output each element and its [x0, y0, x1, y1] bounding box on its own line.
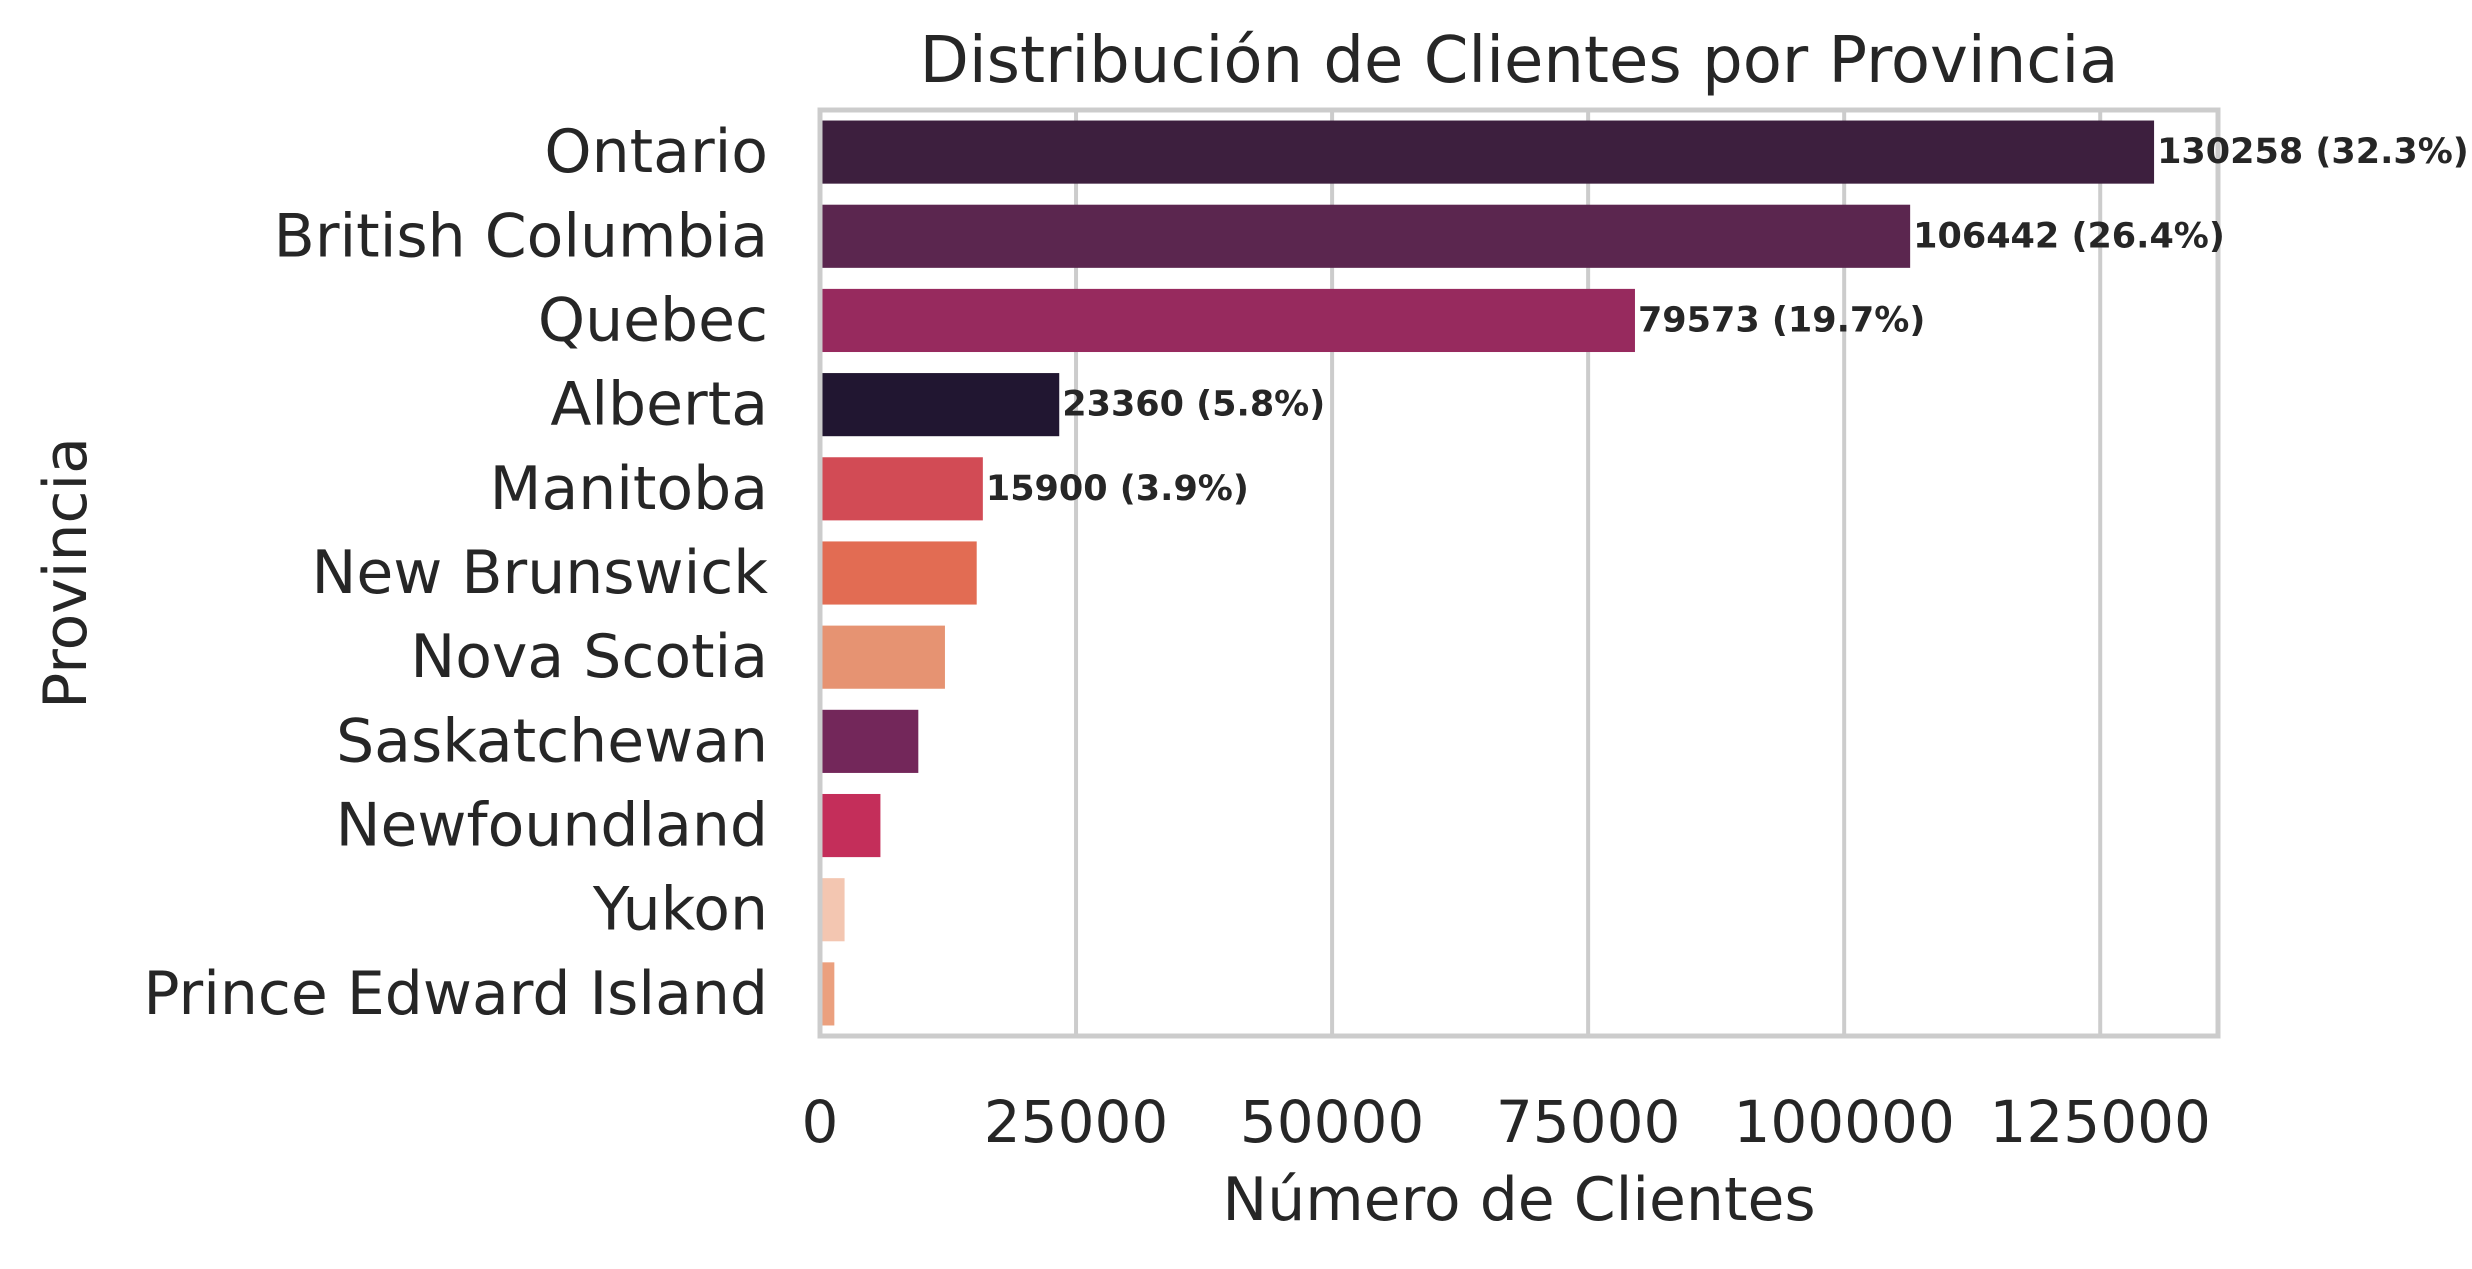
x-tick-label: 75000 — [1496, 1088, 1681, 1156]
bar-british-columbia — [820, 204, 1911, 268]
y-tick-label: Alberta — [550, 370, 768, 440]
y-tick-label: Quebec — [538, 285, 768, 355]
x-tick-labels: 0 25000 50000 75000 100000 125000 — [802, 1088, 2211, 1156]
data-label: 15900 (3.9%) — [986, 469, 1249, 509]
data-labels: 130258 (32.3%) 106442 (26.4%) 79573 (19.7%… — [986, 132, 2469, 509]
data-label: 79573 (19.7%) — [1638, 300, 1925, 340]
y-tick-label: New Brunswick — [311, 538, 768, 608]
x-tick-label: 0 — [802, 1088, 839, 1156]
x-tick-label: 25000 — [984, 1088, 1169, 1156]
bars — [820, 120, 2155, 1026]
bar-alberta — [820, 373, 1060, 437]
x-axis-label: Número de Clientes — [1222, 1165, 1815, 1235]
data-label: 106442 (26.4%) — [1913, 216, 2225, 256]
bar-ontario — [820, 120, 2155, 184]
y-tick-labels: Ontario British Columbia Quebec Alberta Mani… — [143, 117, 768, 1029]
bar-yukon — [820, 878, 845, 942]
y-tick-label: Nova Scotia — [410, 622, 768, 692]
y-tick-label: Manitoba — [490, 454, 768, 524]
y-tick-label: Prince Edward Island — [143, 959, 768, 1029]
bar-new-brunswick — [820, 541, 977, 605]
bar-manitoba — [820, 457, 983, 521]
bar-newfoundland — [820, 793, 881, 858]
y-axis-label: Provincia — [31, 437, 101, 709]
bar-quebec — [820, 288, 1635, 353]
y-tick-label: Yukon — [592, 875, 768, 945]
y-tick-label: British Columbia — [274, 201, 768, 271]
bar-nova-scotia — [820, 625, 945, 689]
chart-title: Distribución de Clientes por Provincia — [920, 24, 2119, 98]
y-tick-label: Saskatchewan — [336, 706, 768, 776]
bar-saskatchewan — [820, 709, 919, 773]
x-tick-label: 50000 — [1240, 1088, 1425, 1156]
x-tick-label: 100000 — [1733, 1088, 1954, 1156]
bar-prince-edward-island — [820, 962, 835, 1026]
data-label: 23360 (5.8%) — [1062, 385, 1325, 425]
plot-frame — [817, 107, 2221, 1039]
y-tick-label: Newfoundland — [336, 791, 768, 861]
y-tick-label: Ontario — [544, 117, 768, 187]
x-tick-label: 125000 — [1990, 1088, 2211, 1156]
data-label: 130258 (32.3%) — [2157, 132, 2469, 172]
